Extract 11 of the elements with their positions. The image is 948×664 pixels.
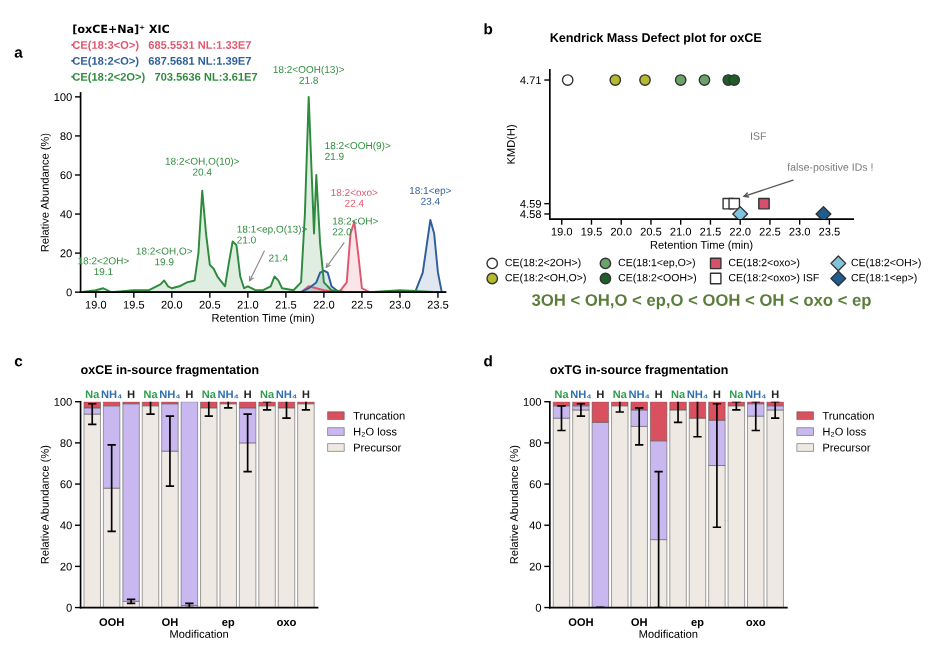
point bbox=[639, 74, 651, 86]
point bbox=[732, 205, 749, 220]
point bbox=[674, 74, 687, 86]
point bbox=[758, 197, 770, 210]
point bbox=[609, 74, 622, 86]
text: 3OH < OH,O < ep,O < OOH < OH < oxo < ep bbox=[531, 294, 871, 310]
point bbox=[815, 205, 832, 220]
point bbox=[698, 74, 711, 86]
point bbox=[728, 197, 741, 210]
point bbox=[561, 74, 574, 86]
point bbox=[728, 74, 741, 86]
